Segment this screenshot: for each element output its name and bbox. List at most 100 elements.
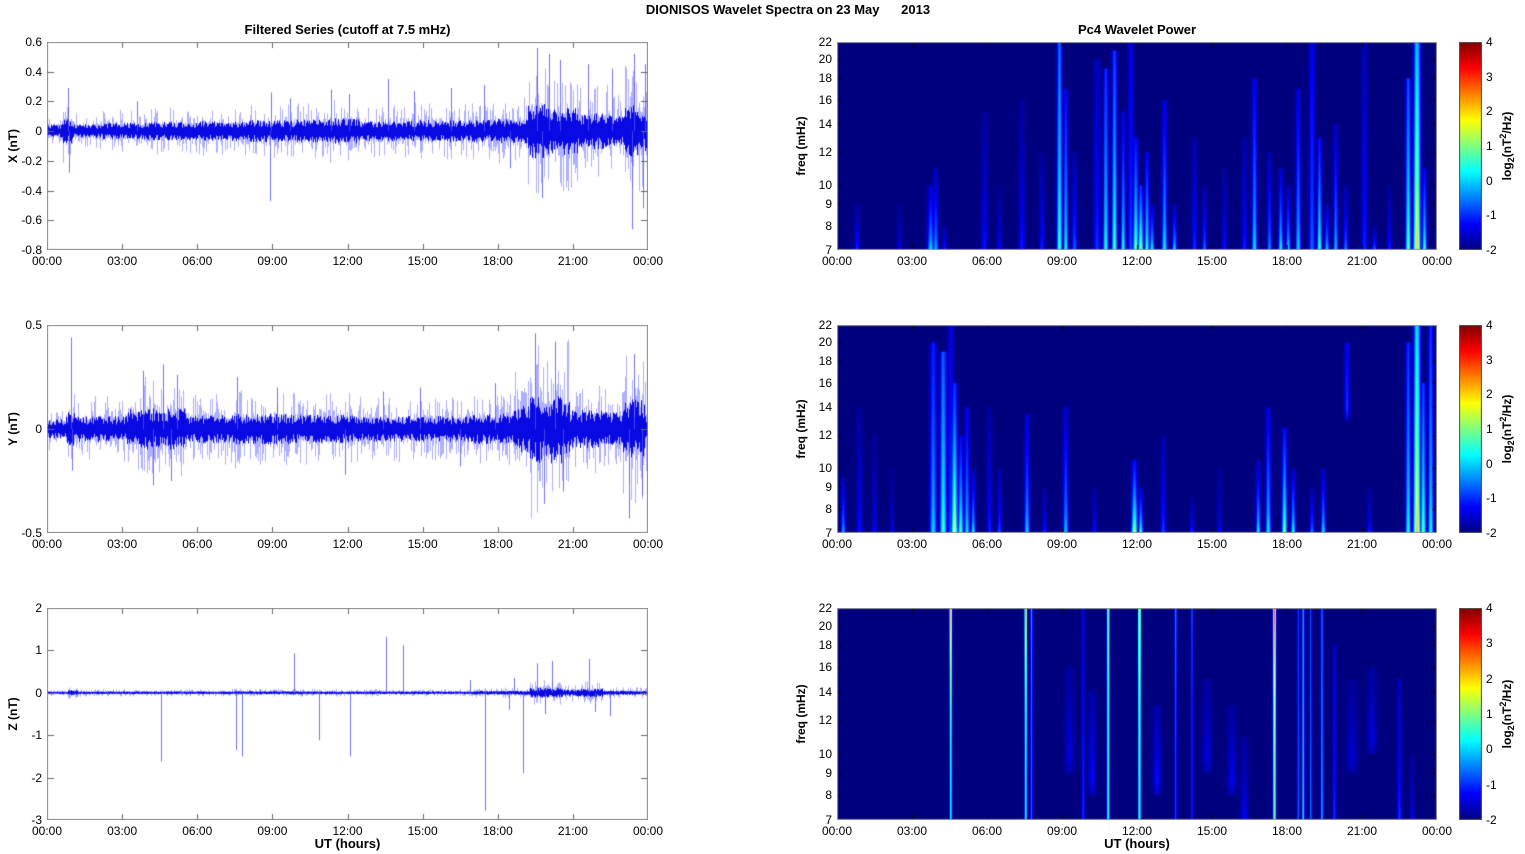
- freq-tick-label: 16: [818, 375, 832, 390]
- z-series-ylabel: Z (nT): [6, 697, 20, 731]
- time-tick-label: 18:00: [482, 537, 513, 551]
- freq-tick-label: 20: [818, 335, 832, 350]
- time-tick-label: 00:00: [821, 824, 853, 838]
- time-tick-label: 18:00: [1271, 537, 1303, 551]
- time-tick-label: 00:00: [632, 537, 664, 551]
- colorbar-tick-label: 1: [1486, 422, 1493, 436]
- colorbar-tick-label: -1: [1486, 208, 1497, 223]
- time-tick-label: 06:00: [182, 537, 213, 551]
- time-tick-label: 06:00: [971, 537, 1003, 551]
- time-tick-label: 18:00: [1271, 254, 1303, 268]
- y-series-plot: [47, 325, 648, 533]
- time-tick-label: 09:00: [1046, 254, 1078, 268]
- freq-tick-label: 12: [818, 713, 832, 728]
- time-tick-label: 09:00: [1046, 824, 1078, 838]
- time-tick-label: 15:00: [1196, 824, 1228, 838]
- freq-tick-label: 12: [818, 145, 832, 160]
- time-tick-label: 21:00: [557, 254, 588, 268]
- time-tick-label: 09:00: [257, 537, 288, 551]
- time-tick-label: 00:00: [821, 254, 853, 268]
- freq-tick-label: 16: [818, 659, 832, 674]
- colorbar-tick-label: 3: [1486, 69, 1493, 84]
- time-tick-label: 03:00: [896, 537, 928, 551]
- y-tick-label: -0.2: [21, 153, 42, 168]
- ut-hours-label-right: UT (hours): [1104, 836, 1170, 851]
- time-tick-label: 00:00: [632, 824, 664, 838]
- y-tick-label: 1: [35, 643, 42, 658]
- y-tick-label: 0.2: [25, 94, 42, 109]
- colorbar-tick-label: 3: [1486, 636, 1493, 651]
- y-tick-label: 0: [35, 685, 42, 700]
- colorbar-tick-label: 3: [1486, 352, 1493, 367]
- time-tick-label: 03:00: [896, 254, 928, 268]
- colorbar-tick-label: 0: [1486, 456, 1493, 471]
- y-tick-label: -2: [31, 770, 42, 785]
- time-tick-label: 06:00: [971, 824, 1003, 838]
- colorbar-tick-label: 2: [1486, 671, 1493, 686]
- time-tick-label: 15:00: [407, 537, 438, 551]
- freq-tick-label: 9: [825, 766, 832, 781]
- y-wavelet-spectrogram: [837, 325, 1437, 533]
- colorbar-tick-label: -2: [1486, 813, 1497, 827]
- y-tick-label: -0.4: [21, 183, 42, 198]
- time-tick-label: 03:00: [107, 537, 138, 551]
- colorbar-1: [1459, 325, 1482, 533]
- time-tick-label: 15:00: [407, 824, 438, 838]
- freq-tick-label: 20: [818, 52, 832, 67]
- y-tick-label: 0.6: [25, 35, 42, 49]
- freq-tick-label: 10: [818, 178, 832, 193]
- colorbar-tick-label: 2: [1486, 104, 1493, 119]
- freq-tick-label: 8: [825, 218, 832, 233]
- colorbar-tick-label: 0: [1486, 742, 1493, 757]
- freq-tick-label: 8: [825, 788, 832, 803]
- y-tick-label: 0.5: [25, 318, 42, 332]
- y-tick-label: 2: [35, 601, 42, 615]
- time-tick-label: 06:00: [182, 254, 213, 268]
- freq-tick-label: 12: [818, 428, 832, 443]
- freq-tick-label: 8: [825, 501, 832, 516]
- time-tick-label: 12:00: [332, 824, 363, 838]
- colorbar-2: [1459, 608, 1482, 820]
- y-tick-label: -0.8: [21, 243, 42, 257]
- time-tick-label: 18:00: [1271, 824, 1303, 838]
- time-tick-label: 00:00: [31, 824, 63, 838]
- time-tick-label: 00:00: [1421, 254, 1453, 268]
- time-tick-label: 15:00: [1196, 254, 1228, 268]
- freq-tick-label: 7: [825, 526, 832, 540]
- freq-tick-label: 18: [818, 638, 832, 653]
- y-tick-label: -1: [31, 728, 42, 743]
- x-wavelet-spectrogram: [837, 42, 1437, 250]
- time-tick-label: 12:00: [332, 537, 363, 551]
- time-tick-label: 15:00: [1196, 537, 1228, 551]
- colorbar-tick-label: -1: [1486, 491, 1497, 506]
- figure-title: DIONISOS Wavelet Spectra on 23 May 2013: [645, 2, 931, 17]
- colorbar-tick-label: 1: [1486, 707, 1493, 721]
- x-series-plot: [47, 42, 648, 250]
- freq-tick-label: 20: [818, 618, 832, 633]
- time-tick-label: 06:00: [971, 254, 1003, 268]
- freq-tick-label: 9: [825, 480, 832, 495]
- colorbar-tick-label: 4: [1486, 601, 1493, 615]
- freq-tick-label: 22: [818, 318, 832, 332]
- colorbar-tick-label: -2: [1486, 526, 1497, 540]
- time-tick-label: 21:00: [557, 537, 588, 551]
- freq-tick-label: 18: [818, 71, 832, 86]
- freq-tick-label: 22: [818, 601, 832, 615]
- time-tick-label: 21:00: [1346, 537, 1378, 551]
- colorbar-tick-label: 2: [1486, 387, 1493, 402]
- time-tick-label: 18:00: [482, 254, 513, 268]
- freq-tick-label: 7: [825, 243, 832, 257]
- filtered-series-title: Filtered Series (cutoff at 7.5 mHz): [244, 22, 451, 37]
- time-tick-label: 06:00: [182, 824, 213, 838]
- time-tick-label: 15:00: [407, 254, 438, 268]
- time-tick-label: 12:00: [1121, 254, 1153, 268]
- freq-tick-label: 7: [825, 813, 832, 827]
- y-tick-label: -0.5: [21, 526, 42, 540]
- ut-hours-label-left: UT (hours): [314, 836, 381, 851]
- time-tick-label: 09:00: [257, 254, 288, 268]
- time-tick-label: 12:00: [332, 254, 363, 268]
- colorbar-tick-label: -2: [1486, 243, 1497, 257]
- time-tick-label: 00:00: [632, 254, 664, 268]
- y-tick-label: 0.4: [25, 64, 42, 79]
